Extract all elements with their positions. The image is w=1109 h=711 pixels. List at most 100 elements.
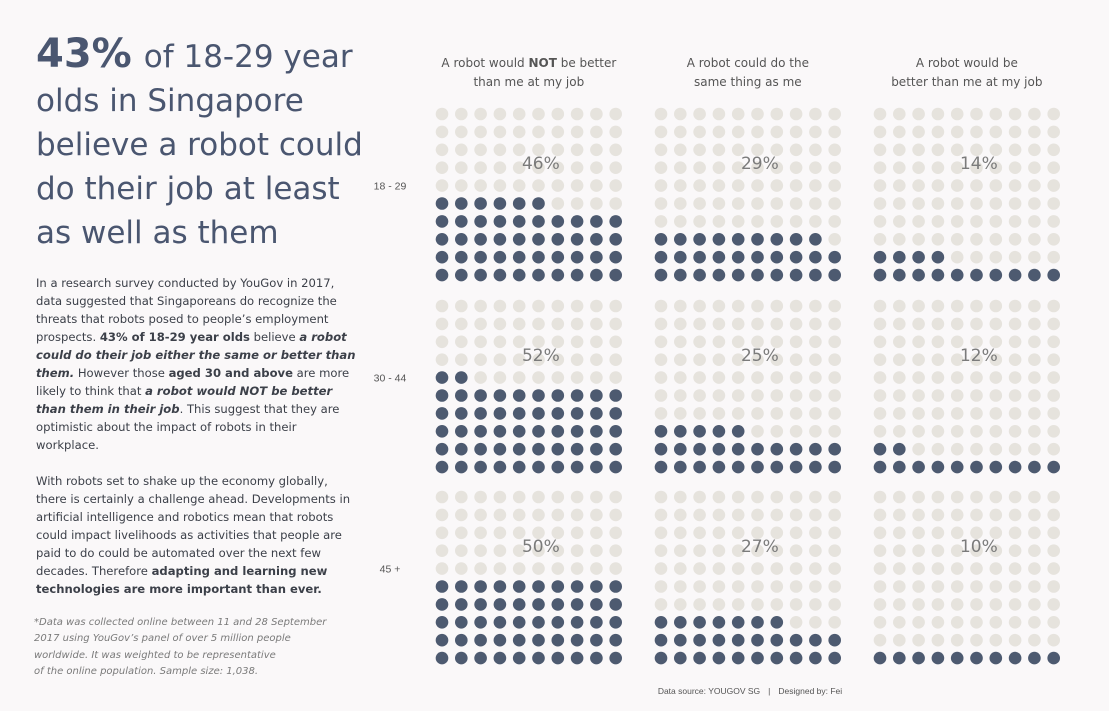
empty-dot [570,299,584,313]
filled-dot [493,580,507,593]
filled-dot [455,389,468,402]
empty-dot [751,425,764,438]
filled-dot [712,233,726,246]
filled-dot [532,651,545,665]
filled-dot [435,651,449,665]
empty-dot [950,616,964,629]
empty-dot [751,562,764,575]
empty-dot [989,562,1003,575]
empty-dot [674,508,687,522]
empty-dot [970,544,983,557]
empty-dot [455,544,468,557]
empty-dot [654,215,668,228]
empty-dot [712,161,726,174]
empty-dot [731,143,745,157]
empty-dot [455,490,468,504]
filled-dot [512,616,526,629]
empty-dot [770,425,784,438]
empty-dot [789,598,803,611]
filled-dot [828,460,841,474]
empty-dot [654,335,668,349]
empty-dot [455,562,468,575]
filled-dot [931,268,945,282]
filled-dot [551,580,565,593]
empty-dot [532,143,545,157]
waffle-grid [873,299,1060,474]
empty-dot [828,353,841,367]
empty-dot [751,526,764,540]
filled-dot [474,268,487,282]
empty-dot [1008,526,1022,540]
value-label: 50% [522,537,560,557]
headline: 43% of 18-29 year olds in Singapore belie… [36,32,366,255]
empty-dot [1047,179,1060,192]
empty-dot [674,562,687,575]
filled-dot [912,460,925,474]
empty-dot [751,353,764,367]
empty-dot [1047,143,1060,157]
empty-dot [512,125,526,139]
filled-dot [493,425,507,438]
empty-dot [731,580,745,593]
empty-dot [654,598,668,611]
filled-dot [532,425,545,438]
empty-dot [609,335,622,349]
column-header-text: A robot would be [916,56,1018,70]
filled-dot [809,268,822,282]
empty-dot [809,508,822,522]
empty-dot [828,508,841,522]
filled-dot [693,425,706,438]
filled-dot [731,616,745,629]
empty-dot [950,335,964,349]
filled-dot [789,233,803,246]
filled-dot [809,233,822,246]
empty-dot [1047,161,1060,174]
empty-dot [570,317,584,331]
filled-dot [873,268,887,282]
empty-dot [950,179,964,192]
empty-dot [770,526,784,540]
empty-dot [873,407,887,420]
empty-dot [989,490,1003,504]
filled-dot [435,215,449,228]
empty-dot [789,179,803,192]
empty-dot [609,143,622,157]
headline-percent: 43% [36,31,132,77]
filled-dot [512,580,526,593]
empty-dot [893,633,906,647]
empty-dot [1028,143,1041,157]
empty-dot [1008,125,1022,139]
empty-dot [493,107,507,121]
empty-dot [970,389,983,402]
empty-dot [1028,490,1041,504]
filled-dot [590,616,603,629]
empty-dot [989,580,1003,593]
empty-dot [770,107,784,121]
empty-dot [970,143,983,157]
filled-dot [532,268,545,282]
empty-dot [654,580,668,593]
empty-dot [931,490,945,504]
empty-dot [474,490,487,504]
empty-dot [693,598,706,611]
filled-dot [1008,651,1022,665]
empty-dot [609,562,622,575]
filled-dot [654,616,668,629]
empty-dot [970,335,983,349]
empty-dot [1028,317,1041,331]
empty-dot [474,299,487,313]
empty-dot [731,526,745,540]
filled-dot [551,598,565,611]
empty-dot [873,598,887,611]
filled-dot [570,580,584,593]
filled-dot [731,442,745,456]
filled-dot [712,268,726,282]
empty-dot [893,544,906,557]
empty-dot [551,544,565,557]
empty-dot [654,353,668,367]
empty-dot [693,371,706,384]
empty-dot [693,335,706,349]
empty-dot [493,526,507,540]
empty-dot [828,233,841,246]
empty-dot [551,299,565,313]
